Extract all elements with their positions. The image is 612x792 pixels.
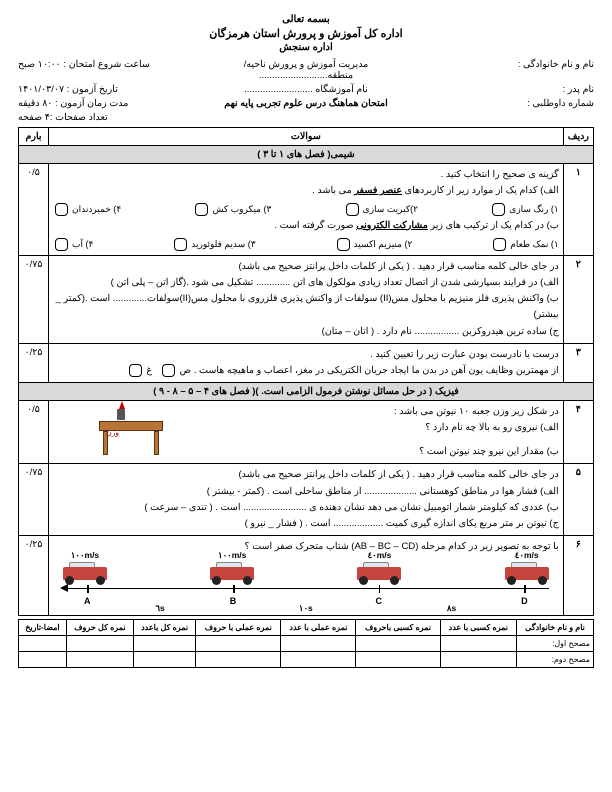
q1-intro: گزینه ی صحیح را انتخاب کنید . [53, 167, 559, 183]
q5-num: ۵ [563, 464, 593, 536]
meta-date: تاریخ آزمون : ۱۴۰۱/۰۳/۰۷ [18, 84, 210, 95]
footer-row-1: مصحح اول: [19, 636, 594, 652]
q1-b-options: ۴) آب ۳) سدیم فلوئورید ۲) منیزیم اکسید ۱… [53, 237, 559, 252]
meta-school: نام آموزشگاه .......................... [210, 84, 402, 95]
q2-body: در جای خالی کلمه مناسب قرار دهید . ( یکی… [49, 256, 564, 344]
q3-num: ۳ [563, 343, 593, 382]
q2-row: ۲ در جای خالی کلمه مناسب قرار دهید . ( ی… [19, 256, 594, 344]
th-soalat: سوالات [49, 128, 564, 146]
q1b-opt3: ۳) سدیم فلوئورید [172, 237, 255, 252]
checkbox-icon[interactable] [492, 203, 505, 216]
q3-score: ۰/۲۵ [19, 343, 49, 382]
car-b: ٤٠m/s [353, 559, 405, 585]
q1-num: ۱ [563, 164, 593, 256]
meta-row-4: تعداد صفحات :۴ صفحه [18, 112, 594, 123]
footer-row-2: مصحح دوم: [19, 652, 594, 668]
table-weight-diagram: وزن [99, 421, 163, 455]
meta-row-2: نام پدر : نام آموزشگاه .................… [18, 84, 594, 95]
q1-b: ب) در کدام یک از ترکیب های زیر مشارکت ال… [53, 218, 559, 234]
q6-body: با توجه به تصویر زیر در کدام مرحله (AB –… [49, 535, 564, 615]
car-d: ١٠٠m/s [59, 559, 111, 585]
q1a-opt3: ۳) میکروب کش [193, 202, 271, 217]
checkbox-icon[interactable] [346, 203, 359, 216]
checkbox-icon[interactable] [337, 238, 350, 251]
meta-pages: تعداد صفحات :۴ صفحه [18, 112, 210, 123]
q4-score: ۰/۵ [19, 401, 49, 464]
weight-box-icon [117, 409, 125, 420]
meta-mgmt: مدیریت آموزش و پرورش ناحیه/منطقه........… [210, 59, 402, 81]
weight-label: وزن [106, 427, 119, 440]
bismillah: بسمه تعالی [18, 14, 594, 25]
arrow-up-icon [119, 401, 125, 409]
exam-header: بسمه تعالی اداره کل آموزش و پرورش استان … [18, 14, 594, 53]
checkbox-icon[interactable] [55, 238, 68, 251]
q1b-opt1: ۱) نمک طعام [491, 237, 558, 252]
car-a: ٤٠m/s [501, 559, 553, 585]
meta-father: نام پدر : [402, 84, 594, 95]
section-physics: فیزیک ( در حل مسائل نوشتن فرمول الزامی ا… [19, 383, 594, 401]
footer-head-row: نام و نام خانوادگی نمره کسبی با عدد نمره… [19, 620, 594, 636]
q1-score: ۰/۵ [19, 164, 49, 256]
q1b-opt4: ۴) آب [53, 237, 93, 252]
checkbox-icon[interactable] [55, 203, 68, 216]
checkbox-icon[interactable] [493, 238, 506, 251]
checkbox-sad-icon[interactable] [162, 364, 175, 377]
questions-table: ردیف سوالات بارم شیمی( فصل های ۱ تا ۳ ) … [18, 127, 594, 616]
section-chemistry: شیمی( فصل های ۱ تا ۳ ) [19, 146, 594, 164]
q3-statement: از مهمترین وظایف یون آهن در بدن ما ایجاد… [53, 363, 559, 379]
meta-duration: مدت زمان آزمون : ۸۰ دقیقه [18, 98, 210, 109]
meta-time: ساعت شروع امتحان : ۱۰:۰۰ صبح [18, 59, 210, 81]
q1-a-options: ۴) خمیردندان ۳) میکروب کش ۲)کبریت سازی ۱… [53, 202, 559, 217]
q1a-opt4: ۴) خمیردندان [53, 202, 121, 217]
th-radif: ردیف [563, 128, 593, 146]
timeline-diagram: A B C D ٦s ١٠s ٨s [63, 588, 549, 612]
q1-body: گزینه ی صحیح را انتخاب کنید . الف) کدام … [49, 164, 564, 256]
q2-num: ۲ [563, 256, 593, 344]
meta-row-1: نام و نام خانوادگی : مدیریت آموزش و پرور… [18, 59, 594, 81]
meta-exam-title: امتحان هماهنگ درس علوم تجربی پایه نهم [210, 98, 402, 109]
q4-body: در شکل زیر وزن جعبه ۱۰ نیوتن می باشد : ا… [49, 401, 564, 464]
footer-grading-table: نام و نام خانوادگی نمره کسبی با عدد نمره… [18, 619, 594, 668]
q1a-opt2: ۲)کبریت سازی [344, 202, 418, 217]
org-line: اداره کل آموزش و پرورش استان هرمزگان [18, 27, 594, 40]
checkbox-ghe-icon[interactable] [129, 364, 142, 377]
q3-body: درست یا نادرست بودن عبارت زیر را تعیین ک… [49, 343, 564, 382]
q4-row: ۴ در شکل زیر وزن جعبه ۱۰ نیوتن می باشد :… [19, 401, 594, 464]
q5-score: ۰/۷۵ [19, 464, 49, 536]
q2-score: ۰/۷۵ [19, 256, 49, 344]
meta-name: نام و نام خانوادگی : [402, 59, 594, 81]
q3-row: ۳ درست یا نادرست بودن عبارت زیر را تعیین… [19, 343, 594, 382]
arrow-left-icon [60, 584, 68, 592]
q4-num: ۴ [563, 401, 593, 464]
q1-a: الف) کدام یک از موارد زیر از کاربردهای ع… [53, 183, 559, 199]
q1b-opt2: ۲) منیزیم اکسید [335, 237, 413, 252]
car-diagram: ١٠٠m/s ١٠٠m/s ٤٠m/s ٤٠m/s [59, 559, 553, 585]
q6-score: ۰/۲۵ [19, 535, 49, 615]
car-c: ١٠٠m/s [206, 559, 258, 585]
meta-row-3: شماره داوطلبی : امتحان هماهنگ درس علوم ت… [18, 98, 594, 109]
dept-line: اداره سنجش [18, 42, 594, 53]
q1a-opt1: ۱) رنگ سازی [490, 202, 558, 217]
q6-row: ۶ با توجه به تصویر زیر در کدام مرحله (AB… [19, 535, 594, 615]
meta-candidate: شماره داوطلبی : [402, 98, 594, 109]
q1-row: ۱ گزینه ی صحیح را انتخاب کنید . الف) کدا… [19, 164, 594, 256]
th-barom: بارم [19, 128, 49, 146]
checkbox-icon[interactable] [195, 203, 208, 216]
q6-num: ۶ [563, 535, 593, 615]
q5-body: در جای خالی کلمه مناسب قرار دهید . ( یکی… [49, 464, 564, 536]
q5-row: ۵ در جای خالی کلمه مناسب قرار دهید . ( ی… [19, 464, 594, 536]
checkbox-icon[interactable] [174, 238, 187, 251]
